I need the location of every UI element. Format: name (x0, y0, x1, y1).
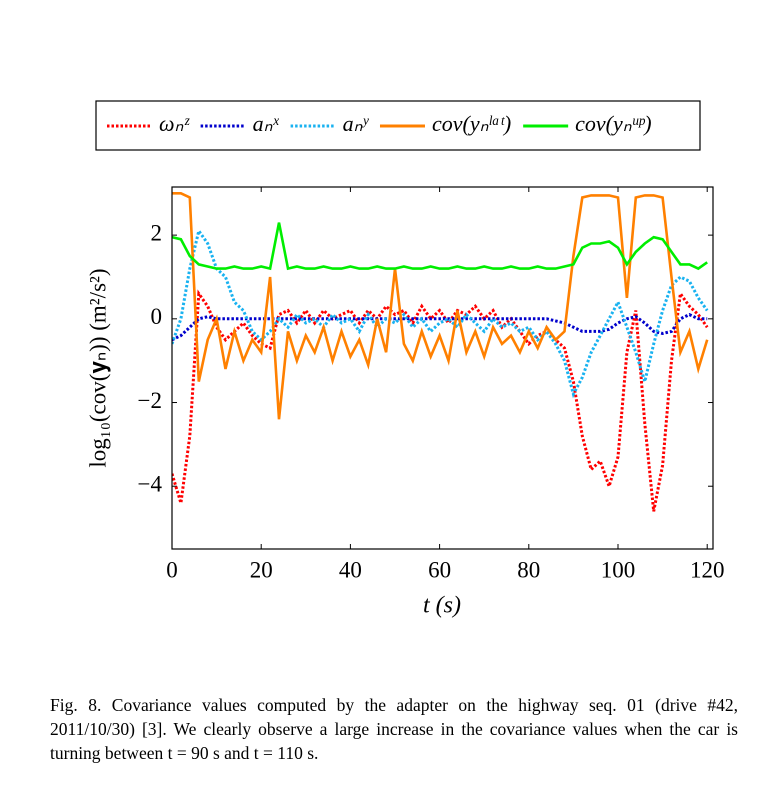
caption: Fig. 8. Covariance values computed by th… (50, 695, 738, 763)
x-tick-label: 60 (428, 557, 451, 582)
series-line (172, 192, 709, 420)
y-axis-label: log₁₀(cov(𝐲ₙ)) (m²/s²) (85, 268, 110, 467)
x-tick-label: 20 (250, 557, 273, 582)
y-tick-label: 2 (151, 220, 163, 245)
legend-label: cov(yₙˡᵃᵗ) (432, 111, 511, 136)
x-tick-label: 100 (601, 557, 636, 582)
legend-box (95, 100, 701, 151)
x-tick-label: 120 (690, 557, 725, 582)
legend-label: ωₙᶻ (159, 111, 190, 136)
series-line (172, 289, 709, 512)
legend-label: aₙʸ (343, 111, 370, 136)
chart: t (s) log₁₀(cov(𝐲ₙ)) (m²/s²) 0 20 40 60 80 10… (85, 100, 725, 619)
series-line (172, 312, 708, 342)
series-line (172, 227, 709, 399)
plot-area (172, 192, 709, 512)
legend-label: aₙˣ (253, 111, 280, 136)
axes-frame (171, 186, 714, 550)
x-axis-label: t (s) (423, 593, 461, 619)
legend-label: cov(yₙᵘᵖ) (575, 111, 651, 136)
x-tick-label: 40 (339, 557, 362, 582)
y-tick-label: 0 (151, 304, 163, 329)
series-line (172, 222, 708, 271)
x-tick-label: 0 (166, 557, 178, 582)
y-tick-label: −2 (138, 388, 162, 413)
x-tick-label: 80 (517, 557, 540, 582)
y-tick-label: −4 (138, 472, 163, 497)
